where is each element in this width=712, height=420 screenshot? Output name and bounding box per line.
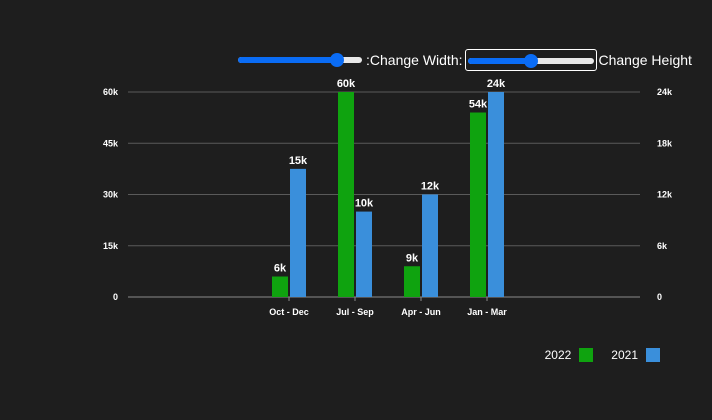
data-label-2021: 10k (355, 198, 374, 210)
width-slider-fill (238, 57, 338, 63)
bar-2021 (290, 168, 306, 297)
legend-item-2021[interactable]: 2021 (611, 348, 660, 362)
data-label-2022: 9k (406, 252, 419, 264)
legend-label-2021: 2021 (611, 348, 638, 362)
legend-label-2022: 2022 (544, 348, 572, 362)
chart-controls: :Change Width: Change Height (236, 49, 692, 71)
right-tick-label: 6k (657, 241, 668, 251)
bar-2021 (356, 211, 372, 297)
height-label: Change Height (598, 52, 692, 68)
bar-2022 (470, 112, 486, 297)
height-slider-fill (467, 58, 531, 64)
data-label-2021: 12k (421, 181, 440, 193)
category-label: Apr - Jun (401, 307, 441, 317)
left-tick-label: 15k (103, 241, 119, 251)
legend-swatch-2022 (579, 348, 594, 362)
category-label: Jan - Mar (467, 307, 507, 317)
data-label-2021: 24k (487, 78, 506, 90)
category-label: Jul - Sep (336, 307, 374, 317)
category-labels: Oct - Dec Jul - Sep Apr - Jun Jan - Mar (269, 307, 507, 317)
bars (272, 92, 504, 297)
right-tick-label: 0 (657, 292, 662, 302)
right-tick-label: 24k (657, 87, 673, 97)
legend-item-2022[interactable]: 2022 (545, 348, 594, 362)
width-slider[interactable] (236, 49, 364, 71)
bar-2022 (404, 266, 420, 297)
height-slider[interactable] (464, 49, 597, 71)
category-label: Oct - Dec (269, 307, 309, 317)
data-label-2022: 54k (469, 99, 488, 111)
height-slider-thumb[interactable] (523, 54, 538, 68)
bar-2022 (272, 276, 288, 297)
left-tick-label: 45k (103, 138, 119, 148)
left-axis-ticks: 0 15k 30k 45k 60k (103, 87, 119, 302)
legend: 2022 2021 (527, 348, 660, 362)
left-tick-label: 0 (113, 292, 118, 302)
right-axis-ticks: 0 6k 12k 18k 24k (657, 87, 673, 302)
bar-2022 (338, 92, 354, 297)
data-labels: 6k 15k 60k 10k 9k 12k 54k 24k (274, 78, 506, 275)
left-tick-label: 30k (103, 190, 119, 200)
width-label: :Change Width: (366, 52, 463, 68)
right-tick-label: 12k (657, 190, 673, 200)
width-slider-thumb[interactable] (330, 53, 345, 67)
data-label-2022: 60k (337, 78, 356, 90)
grid-lines (128, 91, 640, 301)
data-label-2021: 15k (289, 155, 308, 167)
legend-swatch-2021 (646, 348, 660, 362)
bar-2021 (422, 194, 438, 297)
left-tick-label: 60k (103, 87, 119, 97)
bar-2021 (488, 92, 504, 297)
right-tick-label: 18k (657, 138, 673, 148)
data-label-2022: 6k (274, 263, 287, 275)
